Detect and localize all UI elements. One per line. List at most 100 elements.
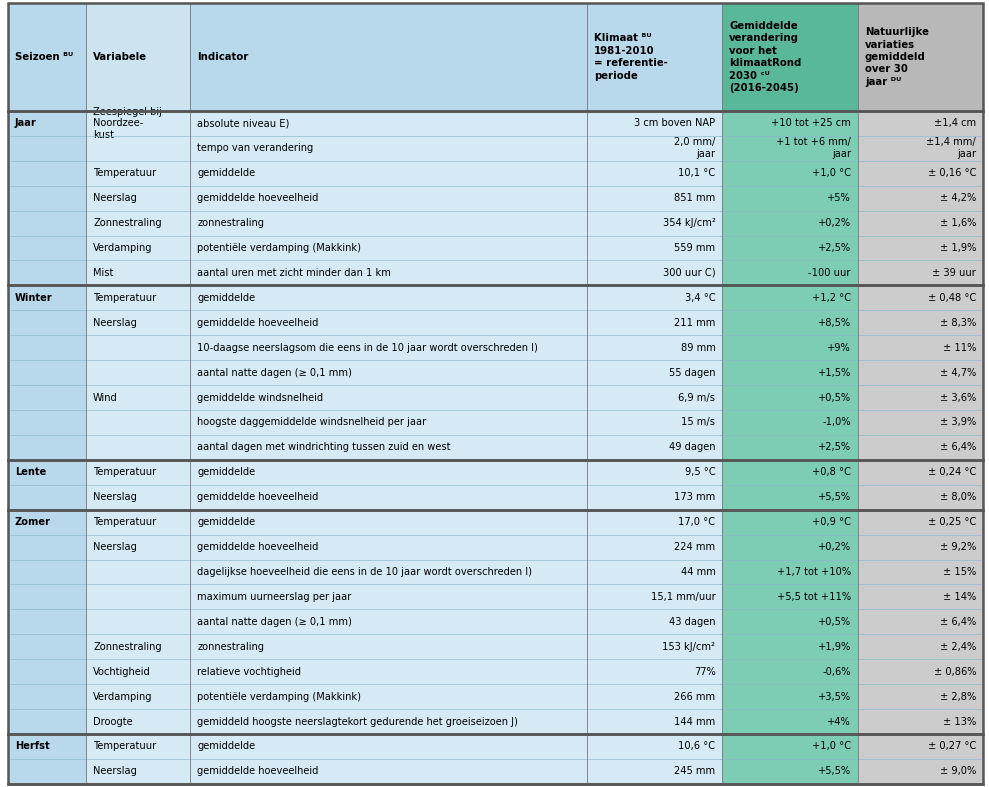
Bar: [857, 360, 983, 385]
Text: gemiddelde hoeveelheid: gemiddelde hoeveelheid: [198, 193, 318, 203]
Bar: [586, 684, 722, 709]
Text: Indicator: Indicator: [198, 52, 248, 62]
Bar: [722, 684, 857, 709]
Bar: [586, 660, 722, 684]
Text: Temperatuur: Temperatuur: [93, 293, 156, 303]
Bar: [191, 534, 586, 560]
Bar: [86, 385, 191, 410]
Bar: [722, 709, 857, 734]
Bar: [857, 435, 983, 460]
Text: +3,5%: +3,5%: [818, 692, 851, 702]
Text: ± 8,3%: ± 8,3%: [940, 318, 976, 327]
Bar: [191, 286, 586, 310]
Text: Neerslag: Neerslag: [93, 492, 136, 502]
Text: 6,9 m/s: 6,9 m/s: [678, 393, 715, 402]
Text: Temperatuur: Temperatuur: [93, 517, 156, 527]
Text: 10,6 °C: 10,6 °C: [678, 741, 715, 752]
Bar: [857, 460, 983, 485]
Bar: [857, 734, 983, 759]
Text: Natuurlijke
variaties
gemiddeld
over 30
jaar ᴰᵁ: Natuurlijke variaties gemiddeld over 30 …: [864, 28, 929, 87]
Bar: [857, 385, 983, 410]
Bar: [8, 609, 86, 634]
Text: ± 0,48 °C: ± 0,48 °C: [928, 293, 976, 303]
Bar: [86, 585, 191, 609]
Text: 10,1 °C: 10,1 °C: [678, 168, 715, 178]
Text: gemiddelde: gemiddelde: [198, 741, 255, 752]
Text: dagelijkse hoeveelheid die eens in de 10 jaar wordt overschreden I): dagelijkse hoeveelheid die eens in de 10…: [198, 567, 532, 577]
Bar: [722, 360, 857, 385]
Text: +0,5%: +0,5%: [818, 617, 851, 626]
Text: +0,2%: +0,2%: [818, 542, 851, 552]
Bar: [191, 560, 586, 585]
Bar: [722, 759, 857, 784]
Text: ± 6,4%: ± 6,4%: [940, 442, 976, 453]
Text: ± 14%: ± 14%: [943, 592, 976, 602]
Bar: [722, 634, 857, 660]
Text: ± 1,6%: ± 1,6%: [940, 218, 976, 228]
Bar: [8, 260, 86, 286]
Bar: [8, 360, 86, 385]
Bar: [722, 286, 857, 310]
Text: 44 mm: 44 mm: [680, 567, 715, 577]
Text: ± 2,4%: ± 2,4%: [940, 641, 976, 652]
Bar: [722, 260, 857, 286]
Bar: [586, 709, 722, 734]
Bar: [857, 660, 983, 684]
Text: ± 9,2%: ± 9,2%: [940, 542, 976, 552]
Bar: [8, 759, 86, 784]
Bar: [191, 684, 586, 709]
Bar: [722, 460, 857, 485]
Text: gemiddelde windsnelheid: gemiddelde windsnelheid: [198, 393, 323, 402]
Text: Lente: Lente: [15, 467, 46, 477]
Text: 300 uur C): 300 uur C): [663, 268, 715, 278]
Bar: [8, 709, 86, 734]
Bar: [8, 385, 86, 410]
Text: aantal uren met zicht minder dan 1 km: aantal uren met zicht minder dan 1 km: [198, 268, 392, 278]
Bar: [8, 286, 86, 310]
Text: 2,0 mm/
jaar: 2,0 mm/ jaar: [674, 138, 715, 159]
Bar: [722, 136, 857, 161]
Text: Seizoen ᴮᵁ: Seizoen ᴮᵁ: [15, 52, 73, 62]
Text: 55 dagen: 55 dagen: [669, 368, 715, 378]
Text: ± 15%: ± 15%: [943, 567, 976, 577]
Bar: [8, 136, 86, 161]
Bar: [191, 235, 586, 260]
Text: 211 mm: 211 mm: [674, 318, 715, 327]
Text: Neerslag: Neerslag: [93, 767, 136, 777]
Text: Neerslag: Neerslag: [93, 193, 136, 203]
Text: aantal dagen met windrichting tussen zuid en west: aantal dagen met windrichting tussen zui…: [198, 442, 451, 453]
Text: 153 kJ/cm²: 153 kJ/cm²: [663, 641, 715, 652]
Text: ±1,4 cm: ±1,4 cm: [934, 118, 976, 128]
Text: Temperatuur: Temperatuur: [93, 467, 156, 477]
Bar: [857, 634, 983, 660]
Bar: [86, 286, 191, 310]
Text: +4%: +4%: [827, 716, 851, 726]
Text: -1,0%: -1,0%: [823, 417, 851, 427]
Text: gemiddelde: gemiddelde: [198, 293, 255, 303]
Bar: [86, 3, 191, 111]
Text: ± 0,25 °C: ± 0,25 °C: [928, 517, 976, 527]
Text: Verdamping: Verdamping: [93, 692, 152, 702]
Bar: [8, 534, 86, 560]
Bar: [586, 410, 722, 435]
Bar: [586, 460, 722, 485]
Bar: [8, 335, 86, 360]
Text: +5,5 tot +11%: +5,5 tot +11%: [777, 592, 851, 602]
Text: ± 6,4%: ± 6,4%: [940, 617, 976, 626]
Bar: [86, 485, 191, 510]
Bar: [586, 161, 722, 186]
Text: gemiddelde: gemiddelde: [198, 467, 255, 477]
Bar: [86, 660, 191, 684]
Bar: [586, 186, 722, 211]
Bar: [722, 660, 857, 684]
Bar: [722, 3, 857, 111]
Text: +0,2%: +0,2%: [818, 218, 851, 228]
Text: aantal natte dagen (≥ 0,1 mm): aantal natte dagen (≥ 0,1 mm): [198, 617, 352, 626]
Text: 266 mm: 266 mm: [674, 692, 715, 702]
Text: Vochtigheid: Vochtigheid: [93, 667, 150, 677]
Bar: [586, 136, 722, 161]
Text: 89 mm: 89 mm: [680, 342, 715, 353]
Text: Klimaat ᴮᵁ
1981-2010
= referentie-
periode: Klimaat ᴮᵁ 1981-2010 = referentie- perio…: [593, 33, 668, 80]
Bar: [191, 709, 586, 734]
Text: gemiddeld hoogste neerslagtekort gedurende het groeiseizoen J): gemiddeld hoogste neerslagtekort geduren…: [198, 716, 518, 726]
